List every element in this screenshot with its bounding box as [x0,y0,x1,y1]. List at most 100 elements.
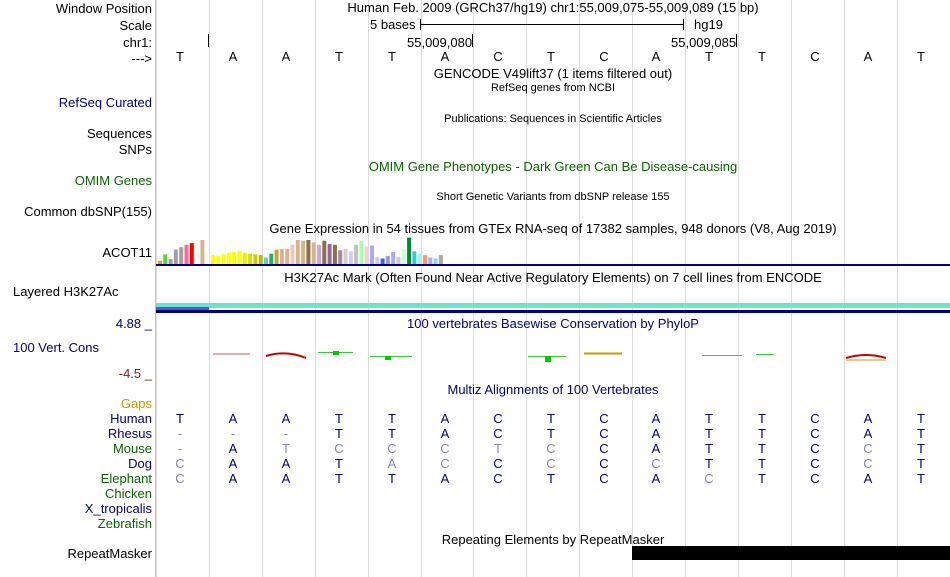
gtex-tissue-bar[interactable] [216,256,221,264]
alignment-base: C [493,471,503,486]
gtex-tissue-bar[interactable] [221,254,226,264]
alignment-base: T [758,456,766,471]
gtex-tissue-bar[interactable] [279,248,284,264]
gtex-tissue-bar[interactable] [184,244,189,264]
gtex-tissue-bar[interactable] [327,244,332,264]
gtex-tissue-bar[interactable] [242,252,247,264]
base-gridline [896,0,898,577]
gtex-tissue-bar[interactable] [354,244,359,264]
gtex-tissue-bar[interactable] [237,251,242,264]
track-label-phylop[interactable]: 100 Vert. Cons [13,340,99,355]
alignment-base: T [335,456,343,471]
gtex-title[interactable]: Gene Expression in 54 tissues from GTEx … [269,221,837,236]
browser-image-panel[interactable]: Human Feb. 2009 (GRCh37/hg19) chr1:55,00… [156,0,950,577]
gtex-tissue-bar[interactable] [253,254,258,264]
alignment-base: C [651,456,661,471]
alignment-base: T [335,426,343,441]
gtex-tissue-bar[interactable] [311,242,316,264]
gtex-tissue-bar[interactable] [391,252,396,264]
alignment-base: T [758,426,766,441]
phylop-title[interactable]: 100 vertebrates Basewise Conservation by… [407,316,699,331]
track-label-gtex[interactable]: ACOT11 [102,245,152,260]
track-label-h3k27ac[interactable]: Layered H3K27Ac [13,284,119,299]
gtex-tissue-bar[interactable] [401,249,406,264]
alignment-base: - [177,426,183,441]
gtex-tissue-bar[interactable] [226,252,231,264]
gtex-tissue-bar[interactable] [306,240,311,264]
gtex-tissue-bar[interactable] [385,256,390,264]
gtex-tissue-bar[interactable] [158,260,162,264]
gtex-tissue-bar[interactable] [200,240,205,264]
track-label-repeatmasker[interactable]: RepeatMasker [67,546,152,561]
species-label[interactable]: Chicken [105,486,152,501]
gtex-tissue-bar[interactable] [248,253,253,264]
species-label[interactable]: Rhesus [107,426,152,441]
gtex-tissue-bar[interactable] [195,262,200,264]
gtex-tissue-bar[interactable] [438,255,443,264]
gtex-tissue-bar[interactable] [370,245,374,264]
track-label-gaps[interactable]: Gaps [120,396,152,411]
gtex-tissue-bar[interactable] [258,255,263,264]
track-label-snps[interactable]: SNPs [118,142,152,157]
multiz-title[interactable]: Multiz Alignments of 100 Vertebrates [447,382,659,397]
gtex-tissue-bar[interactable] [375,256,380,264]
gtex-tissue-bar[interactable] [274,249,279,264]
gtex-tissue-bar[interactable] [189,243,194,264]
species-label[interactable]: Mouse [112,441,152,456]
gtex-bar-chart[interactable] [156,234,950,266]
gtex-tissue-bar[interactable] [407,237,412,264]
track-label-dbsnp[interactable]: Common dbSNP(155) [24,204,152,219]
gtex-tissue-bar[interactable] [338,250,343,264]
gtex-tissue-bar[interactable] [433,258,438,264]
dbsnp-title[interactable]: Short Genetic Variants from dbSNP releas… [436,191,670,203]
phylop-mark [584,352,622,355]
gtex-tissue-bar[interactable] [295,240,300,264]
phylop-plot[interactable] [156,344,950,368]
gtex-tissue-bar[interactable] [290,244,295,264]
species-label[interactable]: Dog [128,456,152,471]
species-label[interactable]: X_tropicalis [84,501,152,516]
species-label[interactable]: Elephant [100,471,152,486]
gtex-tissue-bar[interactable] [285,248,290,264]
gtex-tissue-bar[interactable] [205,262,210,264]
gtex-tissue-bar[interactable] [412,251,417,264]
track-label-refseq[interactable]: RefSeq Curated [58,95,152,110]
gtex-tissue-bar[interactable] [179,247,184,264]
repeatmasker-title[interactable]: Repeating Elements by RepeatMasker [441,532,665,547]
gtex-tissue-bar[interactable] [428,257,433,264]
gtex-tissue-bar[interactable] [417,253,422,264]
gtex-tissue-bar[interactable] [211,255,215,264]
base-gridline [843,0,845,577]
repeat-element-block[interactable] [632,546,950,560]
species-label[interactable]: Zebrafish [97,516,152,531]
phylop-min-label: -4.5 _ [118,366,152,381]
track-label-omim-genes[interactable]: OMIM Genes [74,173,152,188]
refseq-title[interactable]: RefSeq genes from NCBI [490,82,616,94]
publications-title[interactable]: Publications: Sequences in Scientific Ar… [444,113,662,125]
gtex-tissue-bar[interactable] [396,256,401,264]
gtex-tissue-bar[interactable] [301,240,306,264]
track-label-sequences[interactable]: Sequences [86,126,152,141]
gtex-tissue-bar[interactable] [359,240,364,264]
gtex-tissue-bar[interactable] [364,246,369,264]
species-label[interactable]: Human [110,411,152,426]
gtex-tissue-bar[interactable] [332,244,337,264]
gtex-tissue-bar[interactable] [264,257,268,264]
gtex-tissue-bar[interactable] [163,254,168,264]
gtex-tissue-bar[interactable] [232,252,237,264]
gencode-title[interactable]: GENCODE V49lift37 (1 items filtered out) [433,66,673,81]
gtex-tissue-bar[interactable] [348,251,353,264]
gtex-tissue-bar[interactable] [317,244,321,264]
gtex-tissue-bar[interactable] [168,259,173,264]
gtex-tissue-bar[interactable] [343,248,348,264]
alignment-base: T [758,471,766,486]
gtex-tissue-bar[interactable] [322,240,327,264]
h3k27ac-title[interactable]: H3K27Ac Mark (Often Found Near Active Re… [284,270,822,285]
coord-tick-label-2: 55,009,085 [671,35,737,50]
gtex-tissue-bar[interactable] [269,253,274,264]
gtex-tissue-bar[interactable] [173,249,178,264]
gtex-tissue-bar[interactable] [380,258,385,264]
gtex-tissue-bar[interactable] [423,255,427,264]
omim-phenotypes-title[interactable]: OMIM Gene Phenotypes - Dark Green Can Be… [368,159,738,174]
coord-tick [208,34,209,47]
